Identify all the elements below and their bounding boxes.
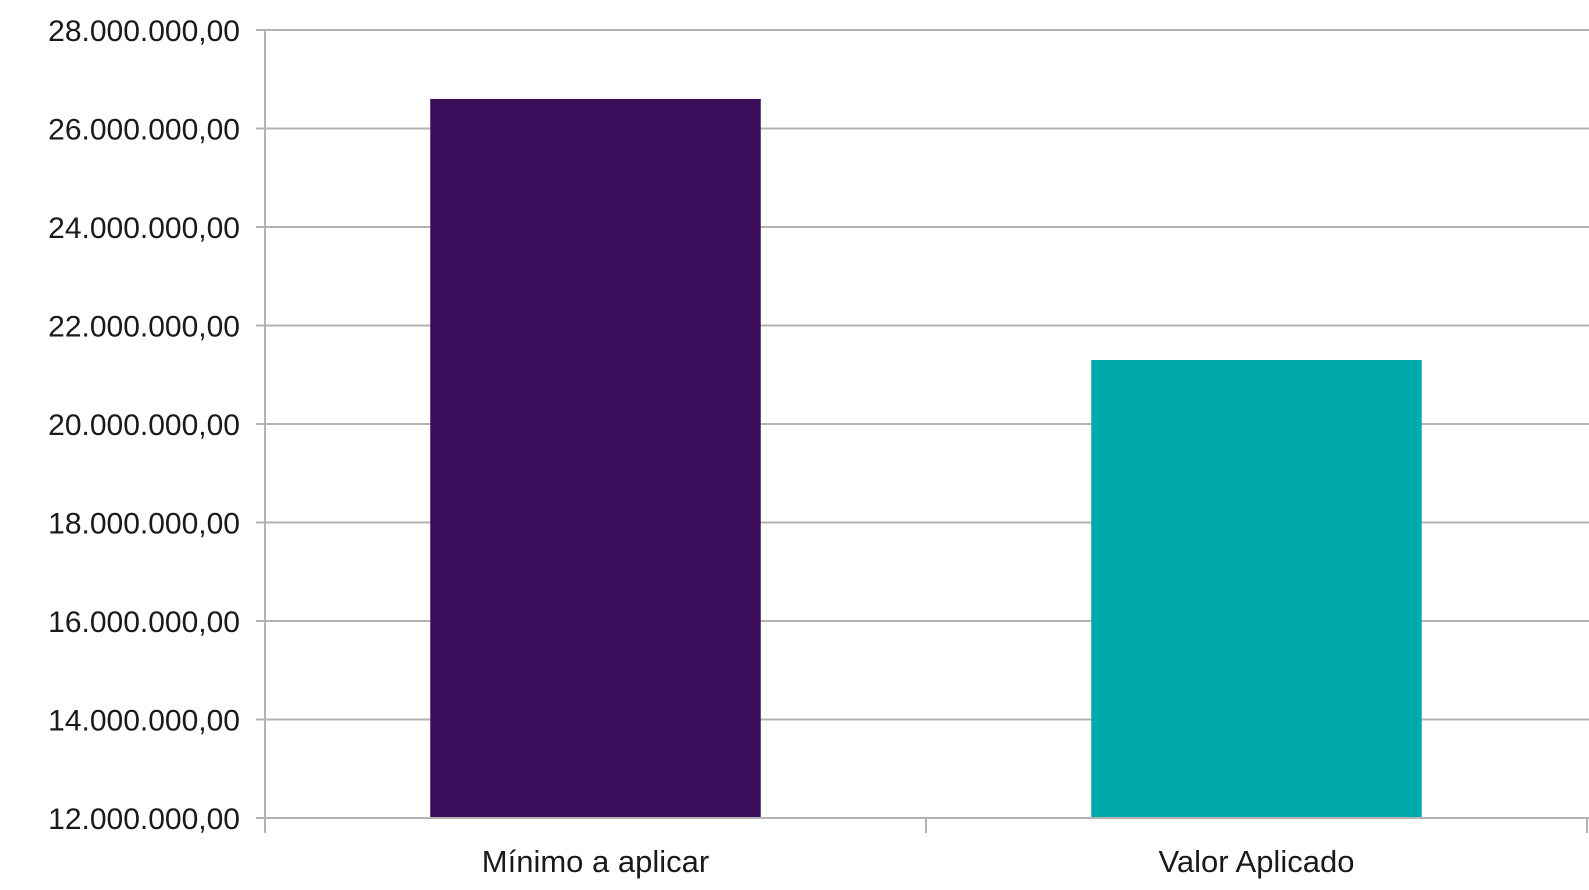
- y-tick-label: 24.000.000,00: [48, 212, 240, 245]
- y-tick-label: 16.000.000,00: [48, 606, 240, 639]
- y-tick-label: 20.000.000,00: [48, 409, 240, 442]
- y-tick-label: 22.000.000,00: [48, 311, 240, 344]
- axes: [256, 29, 1589, 833]
- bar: [1091, 359, 1422, 818]
- labels: 12.000.000,00 14.000.000,00 16.000.000,00 1…: [48, 15, 1354, 879]
- bar: [430, 98, 761, 818]
- y-tick-label: 18.000.000,00: [48, 508, 240, 541]
- y-tick-label: 26.000.000,00: [48, 114, 240, 147]
- y-tick-label: 12.000.000,00: [48, 803, 240, 836]
- y-tick-label: 28.000.000,00: [48, 15, 240, 48]
- x-category-label: Mínimo a aplicar: [482, 844, 709, 879]
- x-category-label: Valor Aplicado: [1159, 844, 1355, 879]
- bars: [430, 98, 1422, 818]
- y-tick-label: 14.000.000,00: [48, 705, 240, 738]
